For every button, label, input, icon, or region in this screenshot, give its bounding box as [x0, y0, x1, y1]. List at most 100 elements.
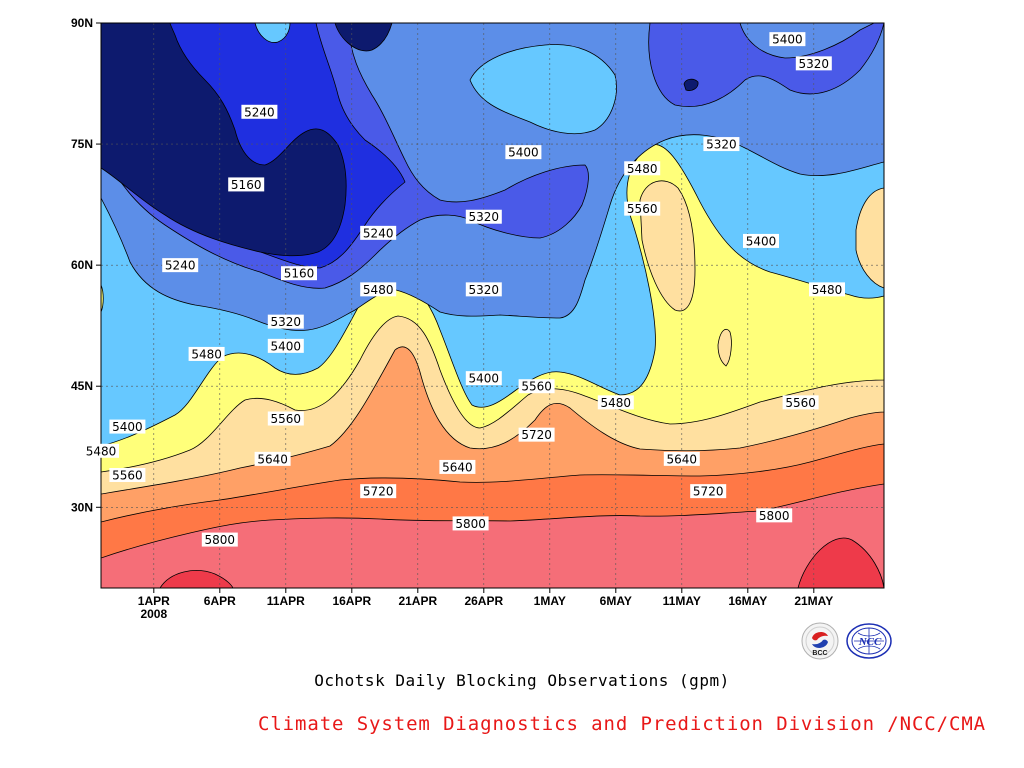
blob-5400-upper-right [739, 23, 875, 59]
contour-label: 5800 [201, 532, 238, 547]
x-tick-label: 16MAY [728, 594, 767, 608]
contour-label: 5240 [241, 104, 278, 119]
contour-label-text: 5560 [271, 412, 302, 426]
contour-label: 5400 [769, 32, 806, 47]
contour-label-text: 5400 [772, 33, 803, 47]
contour-label-bg [663, 451, 700, 466]
contour-label-bg [267, 338, 304, 353]
contour-label: 5400 [505, 145, 542, 160]
x-tick-label: 6APR [204, 594, 236, 608]
contour-label-text: 5480 [812, 283, 843, 297]
contour-label: 5320 [703, 137, 740, 152]
contour-label-text: 5240 [165, 259, 196, 273]
contour-label: 5720 [360, 484, 397, 499]
blob-5400-upper [469, 44, 617, 135]
blob-5560-small [717, 328, 732, 367]
contour-label: 5480 [83, 443, 119, 458]
contour-label-text: 5480 [363, 283, 394, 297]
contour-label-bg [465, 209, 502, 224]
contour-label: 5480 [624, 161, 661, 176]
contour-label: 5160 [228, 177, 265, 192]
band-above-5800-left [159, 570, 234, 588]
contour-label-text: 5560 [521, 380, 552, 394]
y-tick-label: 45N [71, 379, 93, 393]
contour-label-text: 5400 [271, 339, 302, 353]
x-tick-label: 11MAY [663, 594, 701, 608]
contour-label: 5720 [518, 427, 555, 442]
contour-label-bg [518, 379, 555, 394]
contour-label-text: 5320 [271, 315, 302, 329]
contour-label: 5560 [782, 395, 819, 410]
contour-label-bg [452, 516, 489, 531]
contour-label-bg [109, 468, 146, 482]
contour-label-text: 5720 [693, 485, 724, 499]
x-tick-label: 1MAY [534, 594, 566, 608]
grid-lines [101, 23, 884, 588]
contour-label-bg [188, 346, 225, 361]
contour-label: 5400 [743, 233, 779, 248]
x-tick-label: 26APR [464, 594, 503, 608]
contour-label-text: 5320 [706, 138, 737, 152]
contour-label: 5560 [624, 201, 661, 216]
contour-label-bg [254, 451, 291, 466]
contour-label-text: 5240 [363, 226, 394, 240]
contour-label: 5320 [795, 56, 832, 71]
y-tick-label: 30N [71, 500, 93, 514]
contour-label-bg [267, 411, 304, 426]
contour-label-text: 5480 [601, 396, 632, 410]
x-tick-label: 1APR [138, 594, 170, 608]
contour-label: 5400 [267, 338, 304, 353]
x-year-label: 2008 [140, 607, 167, 621]
contour-label: 5480 [360, 282, 397, 297]
contour-label: 5400 [465, 371, 502, 386]
contour-label: 5480 [809, 282, 845, 297]
contour-label-text: 5560 [785, 396, 816, 410]
contour-label: 5640 [254, 451, 291, 466]
blob-5400-top [254, 23, 291, 43]
contour-label: 5560 [109, 468, 146, 483]
contour-label-text: 5640 [442, 460, 473, 474]
contour-label: 5160 [281, 266, 317, 281]
y-tick-label: 90N [71, 16, 93, 30]
contour-label-bg [228, 177, 265, 192]
contour-label: 5320 [465, 209, 502, 224]
contour-label: 5800 [452, 516, 489, 531]
blob-5240-upper-right [683, 78, 699, 91]
contour-label-bg [769, 32, 806, 47]
contour-label: 5560 [518, 379, 555, 394]
contour-label-bg [465, 282, 502, 297]
contour-label-text: 5480 [86, 444, 117, 458]
y-tick-label: 60N [71, 258, 93, 272]
contour-label-bg [505, 145, 542, 160]
contour-label-bg [624, 201, 661, 216]
ncc-logo: NCC [846, 623, 892, 659]
contour-label-bg [518, 427, 555, 442]
contour-label-text: 5320 [469, 283, 500, 297]
y-axis: 30N 45N 60N 75N 90N [71, 16, 101, 514]
band-below-5160-top [334, 23, 393, 52]
contour-label-bg [782, 395, 819, 410]
contour-label-text: 5720 [363, 485, 394, 499]
band-above-5800-right [797, 537, 884, 588]
contour-label-bg [809, 282, 845, 297]
x-tick-label: 16APR [332, 594, 371, 608]
contour-label-bg [743, 233, 779, 248]
bcc-logo: BCC [801, 622, 839, 660]
contour-label-bg [756, 508, 793, 523]
contour-label-text: 5400 [469, 372, 500, 386]
contour-label-text: 5640 [667, 452, 698, 466]
contour-label-bg [690, 484, 727, 499]
contour-label-text: 5800 [205, 533, 236, 547]
contour-label: 5480 [597, 395, 634, 410]
contour-label-bg [597, 395, 634, 410]
plot-frame [100, 22, 885, 589]
contour-label-text: 5320 [469, 210, 500, 224]
contour-label-bg [162, 258, 199, 273]
chart-title: Ochotsk Daily Blocking Observations (gpm… [314, 671, 730, 690]
contour-label-bg [201, 532, 238, 547]
contour-label-text: 5400 [508, 146, 539, 160]
contour-label-text: 5480 [627, 162, 658, 176]
contour-label-bg [281, 266, 317, 281]
contour-label-bg [360, 282, 397, 297]
